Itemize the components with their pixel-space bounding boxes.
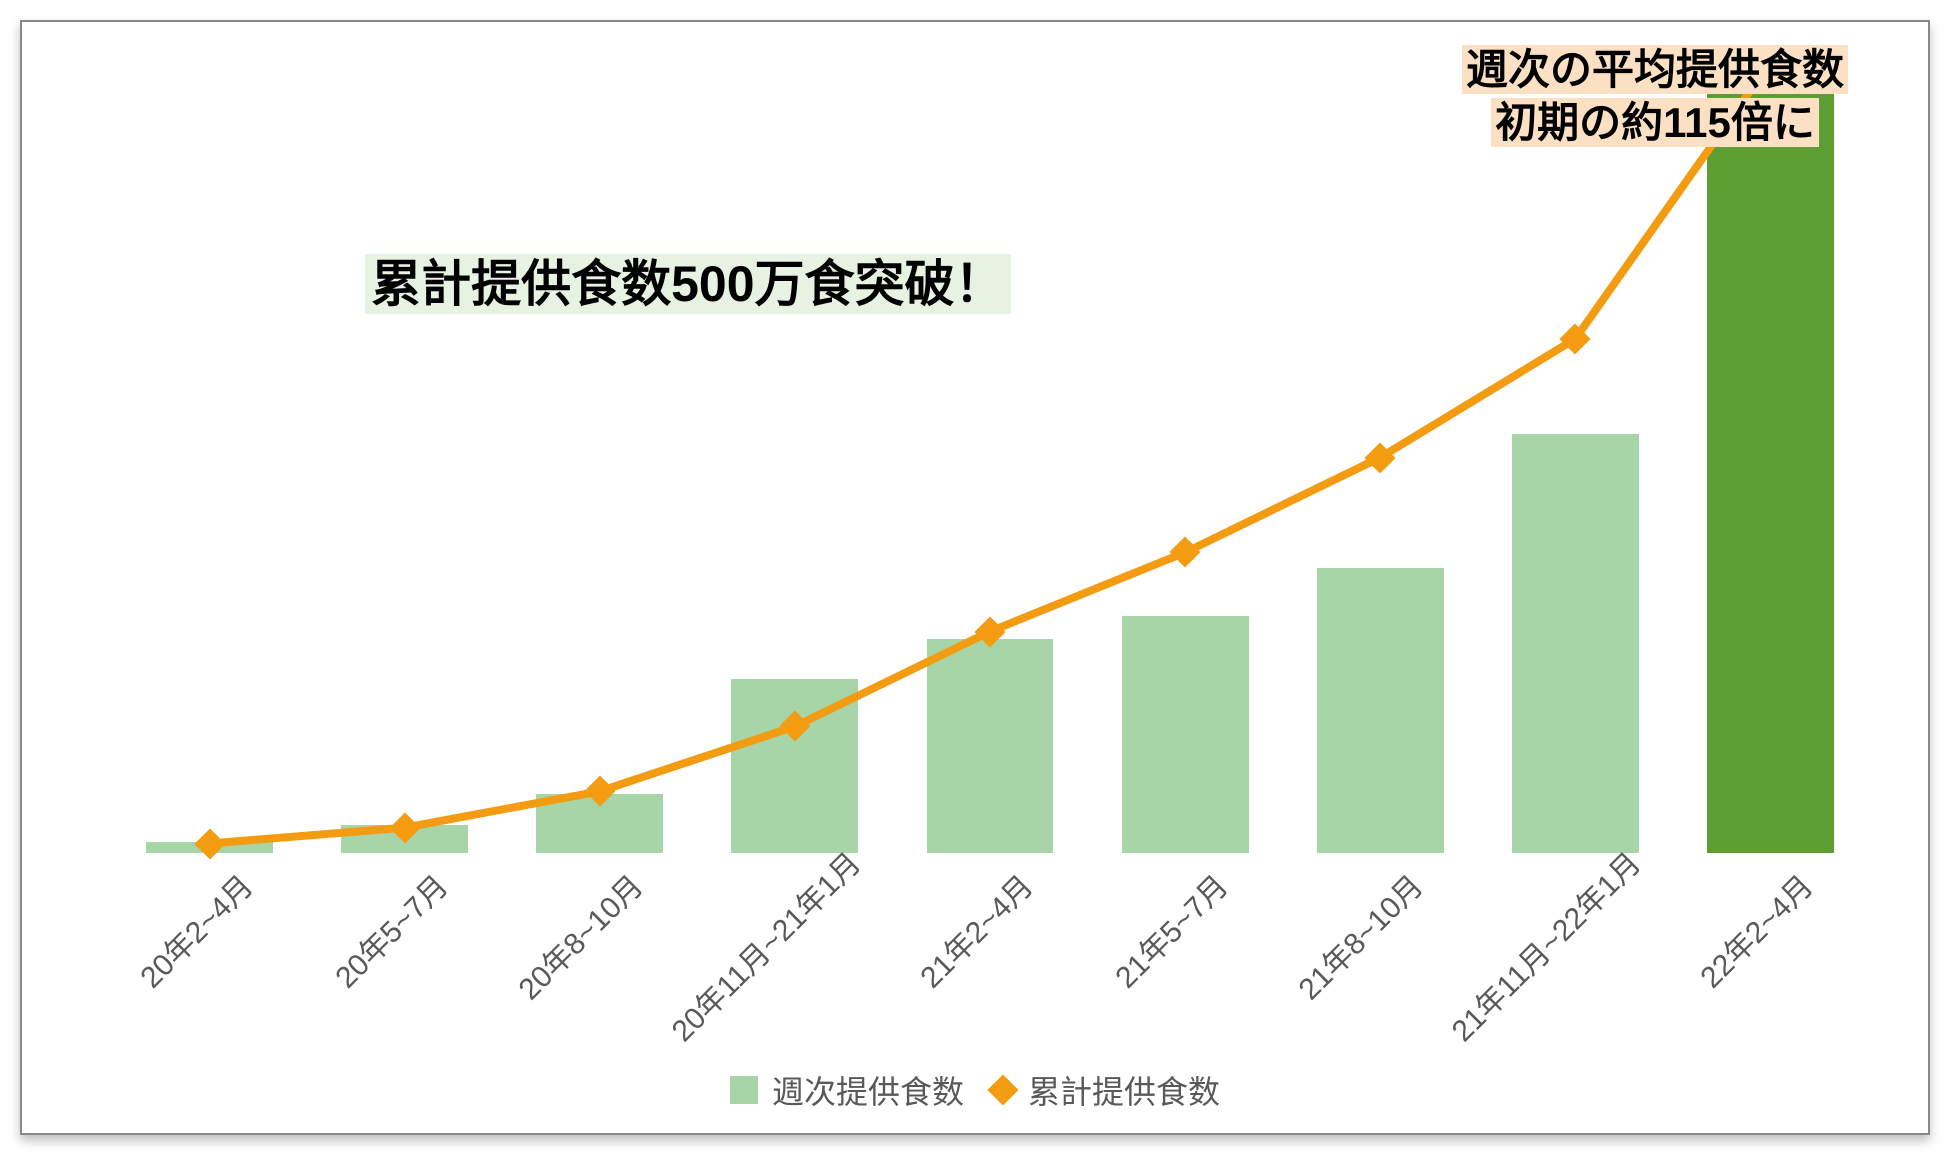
x-label-slot: 22年2~4月 xyxy=(1673,853,1868,1033)
bar xyxy=(731,679,858,853)
x-label-slot: 21年11月~22年1月 xyxy=(1478,853,1673,1033)
bar xyxy=(1317,568,1444,853)
x-label-slot: 20年2~4月 xyxy=(112,853,307,1033)
x-axis-label: 20年2~4月 xyxy=(74,863,261,1050)
x-label-slot: 21年2~4月 xyxy=(892,853,1087,1033)
bar-slot xyxy=(112,62,307,853)
x-label-slot: 20年5~7月 xyxy=(307,853,502,1033)
bar xyxy=(1122,616,1249,853)
callout-top: 週次の平均提供食数 初期の約115倍に xyxy=(1462,44,1848,149)
x-label-slot: 20年8~10月 xyxy=(502,853,697,1033)
callout-main: 累計提供食数500万食突破！ xyxy=(365,244,1010,316)
bar-slot xyxy=(1088,62,1283,853)
bar-slot xyxy=(1478,62,1673,853)
callout-main-text: 累計提供食数500万食突破！ xyxy=(365,254,1010,314)
bar-slot xyxy=(307,62,502,853)
legend-swatch-square xyxy=(730,1076,758,1104)
legend-item: 累計提供食数 xyxy=(992,1067,1220,1113)
callout-top-line2: 初期の約115倍に xyxy=(1491,98,1819,147)
bar-slot xyxy=(502,62,697,853)
x-label-slot: 21年8~10月 xyxy=(1283,853,1478,1033)
chart-container: 20年2~4月20年5~7月20年8~10月20年11月~21年1月21年2~4… xyxy=(20,20,1930,1135)
bars-container xyxy=(112,62,1868,853)
x-label-slot: 21年5~7月 xyxy=(1088,853,1283,1033)
bar xyxy=(927,639,1054,853)
callout-top-line1: 週次の平均提供食数 xyxy=(1462,45,1848,94)
bar xyxy=(1707,62,1834,853)
legend-swatch-diamond xyxy=(987,1074,1018,1105)
legend: 週次提供食数 累計提供食数 xyxy=(22,1067,1928,1113)
x-axis-labels: 20年2~4月20年5~7月20年8~10月20年11月~21年1月21年2~4… xyxy=(112,853,1868,1033)
bar-slot xyxy=(892,62,1087,853)
legend-item: 週次提供食数 xyxy=(730,1067,964,1113)
bar-slot xyxy=(1673,62,1868,853)
legend-label: 累計提供食数 xyxy=(1028,1067,1220,1113)
x-label-slot: 20年11月~21年1月 xyxy=(697,853,892,1033)
plot-area xyxy=(112,62,1868,853)
bar xyxy=(1512,434,1639,853)
legend-label: 週次提供食数 xyxy=(772,1067,964,1113)
